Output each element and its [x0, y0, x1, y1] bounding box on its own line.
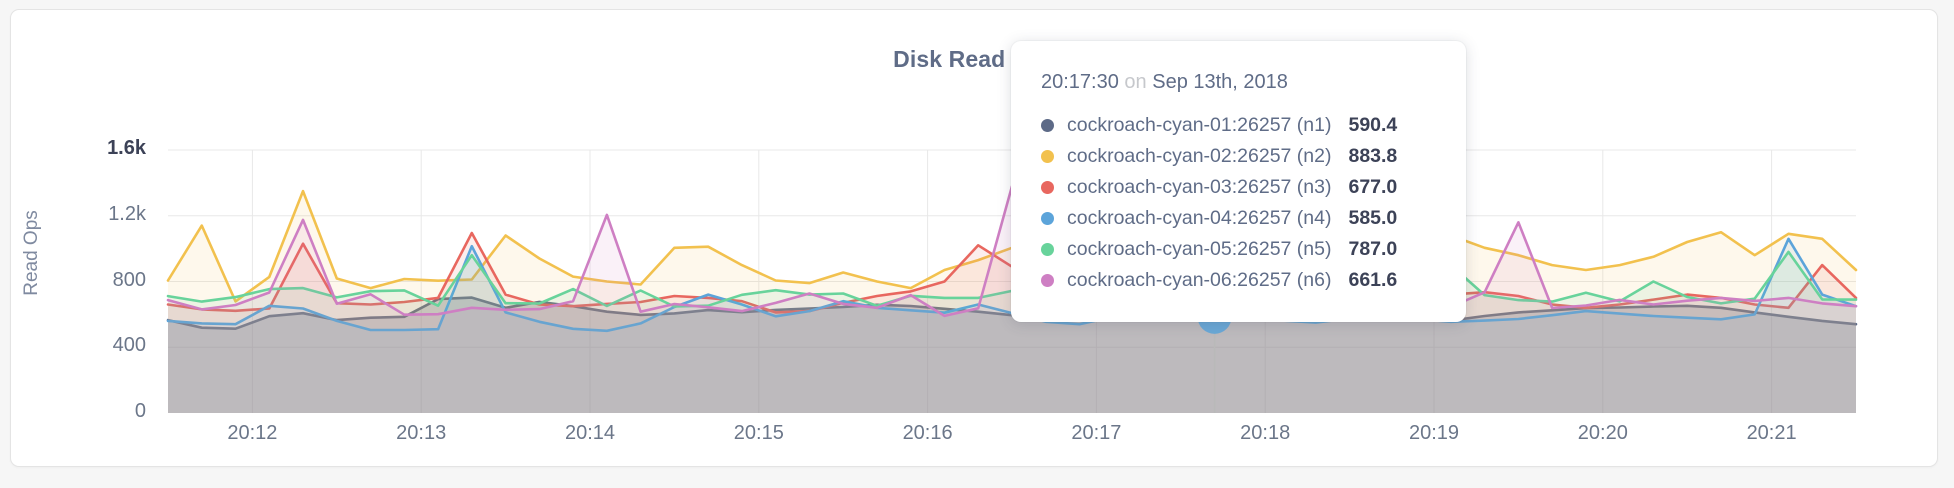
series-area-1	[168, 297, 1856, 413]
tooltip-date: Sep 13th, 2018	[1152, 71, 1288, 93]
x-tick-label: 20:14	[564, 422, 616, 444]
tooltip-timestamp: 20:17:30 on Sep 13th, 2018	[1041, 71, 1436, 94]
y-axis-label: Read Ops	[21, 210, 42, 296]
series-area-4	[168, 238, 1856, 413]
series-area-3	[168, 233, 1856, 413]
x-tick-label: 20:18	[1240, 422, 1291, 444]
x-tick-label: 20:21	[1746, 422, 1797, 444]
x-tick-label: 20:19	[1408, 422, 1460, 444]
x-tick-label: 20:16	[902, 422, 953, 444]
tooltip-series-list: cockroach-cyan-01:26257 (n1) 590.4 cockroa…	[1041, 110, 1436, 296]
tooltip-series-value: 883.8	[1348, 145, 1398, 167]
tooltip-series-value: 677.0	[1348, 176, 1398, 198]
chart-card: Disk Read Ops Read Ops 0 400 800 1.2k 1.6k 2…	[10, 9, 1938, 467]
tooltip-row: cockroach-cyan-01:26257 (n1) 590.4	[1041, 110, 1436, 141]
tooltip-time: 20:17:30	[1041, 71, 1119, 93]
series-color-dot-icon	[1041, 243, 1054, 256]
tooltip-series-value: 661.6	[1348, 269, 1398, 291]
chart-svg[interactable]	[11, 10, 1939, 468]
y-tick-label: 800	[112, 268, 146, 291]
hover-tooltip: 20:17:30 on Sep 13th, 2018 cockroach-cya…	[1011, 41, 1466, 322]
tooltip-series-label: cockroach-cyan-06:26257 (n6)	[1067, 269, 1332, 291]
tooltip-separator: on	[1124, 71, 1147, 93]
y-tick-label: 1.6k	[107, 137, 146, 159]
chart-plot-area[interactable]	[11, 10, 1939, 468]
x-tick-label: 20:15	[733, 422, 784, 444]
tooltip-series-label: cockroach-cyan-04:26257 (n4)	[1067, 207, 1332, 229]
x-tick-label: 20:17	[1071, 422, 1122, 444]
x-tick-label: 20:12	[227, 422, 278, 444]
tooltip-row: cockroach-cyan-04:26257 (n4) 585.0	[1041, 203, 1436, 234]
y-tick-label: 400	[112, 334, 146, 357]
x-tick-label: 20:13	[396, 422, 447, 444]
series-color-dot-icon	[1041, 181, 1054, 194]
y-tick-label: 0	[134, 400, 146, 422]
y-tick-label: 1.2k	[108, 202, 146, 225]
tooltip-series-value: 590.4	[1348, 114, 1398, 136]
tooltip-series-label: cockroach-cyan-02:26257 (n2)	[1067, 145, 1332, 167]
series-color-dot-icon	[1041, 274, 1054, 287]
tooltip-series-value: 787.0	[1348, 238, 1398, 260]
tooltip-series-value: 585.0	[1348, 207, 1398, 229]
series-color-dot-icon	[1041, 212, 1054, 225]
tooltip-row: cockroach-cyan-03:26257 (n3) 677.0	[1041, 172, 1436, 203]
tooltip-row: cockroach-cyan-05:26257 (n5) 787.0	[1041, 234, 1436, 265]
series-color-dot-icon	[1041, 119, 1054, 132]
x-tick-label: 20:20	[1577, 422, 1628, 444]
tooltip-row: cockroach-cyan-02:26257 (n2) 883.8	[1041, 141, 1436, 172]
tooltip-row: cockroach-cyan-06:26257 (n6) 661.6	[1041, 265, 1436, 296]
tooltip-series-label: cockroach-cyan-05:26257 (n5)	[1067, 238, 1332, 260]
tooltip-series-label: cockroach-cyan-01:26257 (n1)	[1067, 114, 1332, 136]
series-color-dot-icon	[1041, 150, 1054, 163]
tooltip-series-label: cockroach-cyan-03:26257 (n3)	[1067, 176, 1332, 198]
